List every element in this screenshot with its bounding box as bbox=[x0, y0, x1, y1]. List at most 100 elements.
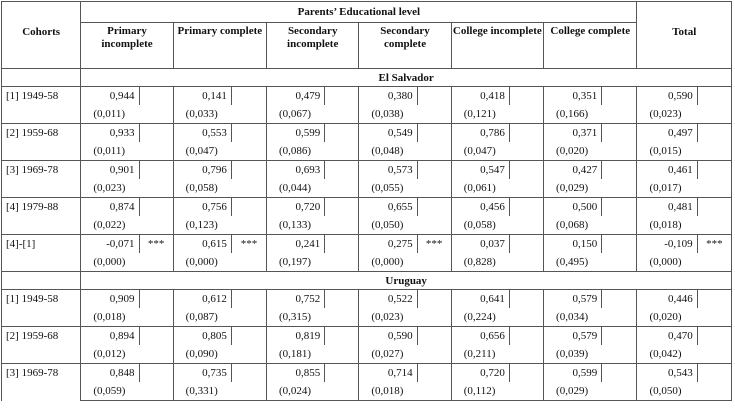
value-cell: 0,461 bbox=[636, 160, 698, 179]
column-header: Primary incomplete bbox=[80, 22, 174, 69]
value-cell: 0,894 bbox=[80, 326, 140, 345]
se-cell: (0,033) bbox=[172, 105, 268, 124]
header-row: Cohorts Parents’ Educational level Total bbox=[0, 1, 732, 69]
se-cell: (0,000) bbox=[172, 253, 268, 272]
stars-cell bbox=[601, 160, 638, 179]
stars-cell bbox=[508, 363, 545, 382]
value-cell: 0,371 bbox=[543, 123, 603, 142]
value-cell: 0,874 bbox=[80, 197, 140, 216]
value-cell: 0,735 bbox=[172, 363, 232, 382]
stars-cell bbox=[324, 197, 360, 216]
value-cell: 0,599 bbox=[543, 363, 603, 382]
section-title: El Salvador bbox=[80, 68, 732, 87]
se-cell: (0,020) bbox=[636, 308, 732, 327]
se-cell: (0,058) bbox=[172, 179, 268, 198]
stars-cell bbox=[230, 123, 268, 142]
column-header: College incomplete bbox=[450, 22, 545, 69]
value-cell: 0,241 bbox=[266, 234, 326, 253]
blank-cell bbox=[0, 68, 82, 87]
stars-cell bbox=[138, 363, 174, 382]
se-cell: (0,024) bbox=[266, 382, 360, 401]
value-cell: 0,579 bbox=[543, 289, 603, 308]
stars-cell bbox=[508, 123, 545, 142]
value-cell: 0,590 bbox=[636, 86, 698, 105]
blank-cell bbox=[0, 271, 82, 290]
se-row: (0,059) (0,331) (0,024) (0,018) (0,112) (0,02… bbox=[2, 382, 732, 401]
se-cell: (0,023) bbox=[80, 179, 174, 198]
se-cell: (0,166) bbox=[543, 105, 638, 124]
se-cell: (0,123) bbox=[172, 216, 268, 235]
stars-cell bbox=[324, 160, 360, 179]
se-cell: (0,039) bbox=[543, 345, 638, 364]
value-cell: 0,656 bbox=[450, 326, 510, 345]
value-cell: 0,037 bbox=[450, 234, 510, 253]
cohort-label: [2] 1959-68 bbox=[0, 123, 82, 161]
table-body: El Salvador [1] 1949-58 0,944 0,141 0,479 0,3… bbox=[0, 68, 733, 401]
stars-cell bbox=[324, 289, 360, 308]
value-cell: 0,933 bbox=[80, 123, 140, 142]
stars-cell bbox=[508, 86, 545, 105]
stars-cell bbox=[138, 289, 174, 308]
stars-cell bbox=[416, 123, 452, 142]
stars-cell bbox=[416, 86, 452, 105]
se-row: (0,023) (0,058) (0,044) (0,055) (0,061) (0,02… bbox=[2, 179, 732, 198]
value-cell: 0,720 bbox=[266, 197, 326, 216]
se-cell: (0,331) bbox=[172, 382, 268, 401]
value-cell: 0,456 bbox=[450, 197, 510, 216]
value-cell: 0,786 bbox=[450, 123, 510, 142]
stars-cell bbox=[230, 326, 268, 345]
se-row: (0,012) (0,090) (0,181) (0,027) (0,211) (0,03… bbox=[2, 345, 732, 364]
stars-cell bbox=[230, 86, 268, 105]
se-cell: (0,047) bbox=[450, 142, 545, 161]
value-row: [3] 1969-78 0,848 0,735 0,855 0,714 0,720 0,59… bbox=[0, 363, 733, 401]
value-cell: 0,351 bbox=[543, 86, 603, 105]
stars-cell bbox=[230, 197, 268, 216]
se-cell: (0,133) bbox=[266, 216, 360, 235]
value-cell: 0,805 bbox=[172, 326, 232, 345]
stars-cell bbox=[138, 197, 174, 216]
stars-cell bbox=[601, 86, 638, 105]
se-cell: (0,044) bbox=[266, 179, 360, 198]
stars-cell bbox=[601, 234, 638, 253]
column-header: Secondary incomplete bbox=[266, 22, 360, 69]
cohort-label: [4] 1979-88 bbox=[0, 197, 82, 235]
cohort-label: [3] 1969-78 bbox=[0, 363, 82, 401]
stars-cell bbox=[416, 197, 452, 216]
column-header: Primary complete bbox=[172, 22, 268, 69]
results-table: Cohorts Parents’ Educational level Total… bbox=[0, 1, 733, 401]
se-row: (0,000) (0,000) (0,197) (0,000) (0,828) (0,49… bbox=[2, 253, 732, 272]
se-cell: (0,086) bbox=[266, 142, 360, 161]
value-cell: 0,752 bbox=[266, 289, 326, 308]
section-title: Uruguay bbox=[80, 271, 732, 290]
stars-cell bbox=[696, 289, 733, 308]
stars-cell bbox=[416, 363, 452, 382]
stars-cell bbox=[601, 326, 638, 345]
cohort-label: [3] 1969-78 bbox=[0, 160, 82, 198]
value-cell: -0,071 bbox=[80, 234, 140, 253]
value-cell: 0,553 bbox=[172, 123, 232, 142]
stars-cell bbox=[696, 160, 733, 179]
se-cell: (0,061) bbox=[450, 179, 545, 198]
se-cell: (0,315) bbox=[266, 308, 360, 327]
cohort-label: [1] 1949-58 bbox=[0, 86, 82, 124]
se-cell: (0,011) bbox=[80, 105, 174, 124]
value-cell: 0,944 bbox=[80, 86, 140, 105]
se-cell: (0,000) bbox=[636, 253, 732, 272]
value-cell: 0,848 bbox=[80, 363, 140, 382]
value-row: [4] 1979-88 0,874 0,756 0,720 0,655 0,456 0,50… bbox=[0, 197, 733, 235]
cohort-label: [2] 1959-68 bbox=[0, 326, 82, 364]
stars-cell bbox=[416, 160, 452, 179]
stars-cell bbox=[601, 197, 638, 216]
se-cell: (0,058) bbox=[450, 216, 545, 235]
stars-cell bbox=[324, 234, 360, 253]
value-cell: 0,615 bbox=[172, 234, 232, 253]
se-cell: (0,011) bbox=[80, 142, 174, 161]
value-cell: 0,573 bbox=[358, 160, 418, 179]
se-cell: (0,000) bbox=[80, 253, 174, 272]
value-row: [1] 1949-58 0,909 0,612 0,752 0,522 0,641 0,57… bbox=[0, 289, 733, 327]
stars-cell bbox=[230, 160, 268, 179]
cohort-label: [4]-[1] bbox=[0, 234, 82, 272]
se-cell: (0,055) bbox=[358, 179, 452, 198]
se-cell: (0,112) bbox=[450, 382, 545, 401]
stars-cell: *** bbox=[696, 234, 733, 253]
